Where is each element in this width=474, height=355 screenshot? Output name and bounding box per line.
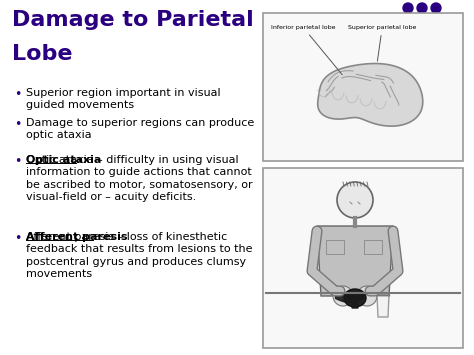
Text: Lobe: Lobe (12, 44, 73, 64)
Text: Damage to Parietal: Damage to Parietal (12, 10, 254, 30)
Circle shape (404, 16, 411, 23)
Text: Optic ataxia: Optic ataxia (26, 155, 101, 165)
Circle shape (419, 16, 426, 23)
FancyBboxPatch shape (326, 240, 344, 254)
Polygon shape (317, 226, 393, 296)
Text: Inferior parietal lobe: Inferior parietal lobe (271, 25, 342, 75)
FancyBboxPatch shape (263, 13, 463, 161)
Text: Afferent paresis – loss of kinesthetic
feedback that results from lesions to the: Afferent paresis – loss of kinesthetic f… (26, 232, 253, 279)
Text: Afferent paresis: Afferent paresis (26, 232, 128, 242)
Circle shape (417, 3, 427, 13)
Text: •: • (14, 155, 21, 168)
Circle shape (333, 286, 353, 306)
Circle shape (337, 182, 373, 218)
Text: Superior parietal lobe: Superior parietal lobe (348, 25, 416, 61)
Text: •: • (14, 232, 21, 245)
Text: •: • (14, 118, 21, 131)
Circle shape (357, 286, 377, 306)
FancyBboxPatch shape (263, 168, 463, 348)
Circle shape (432, 16, 439, 23)
Polygon shape (352, 295, 358, 308)
Text: Optic ataxia – difficulty in using visual
information to guide actions that cann: Optic ataxia – difficulty in using visua… (26, 155, 253, 202)
Circle shape (403, 3, 413, 13)
Text: Damage to superior regions can produce
optic ataxia: Damage to superior regions can produce o… (26, 118, 254, 140)
Circle shape (431, 3, 441, 13)
Text: Superior region important in visual
guided movements: Superior region important in visual guid… (26, 88, 220, 110)
Text: •: • (14, 88, 21, 101)
FancyBboxPatch shape (364, 240, 382, 254)
Polygon shape (318, 64, 423, 126)
Ellipse shape (344, 289, 366, 307)
Polygon shape (377, 295, 389, 317)
